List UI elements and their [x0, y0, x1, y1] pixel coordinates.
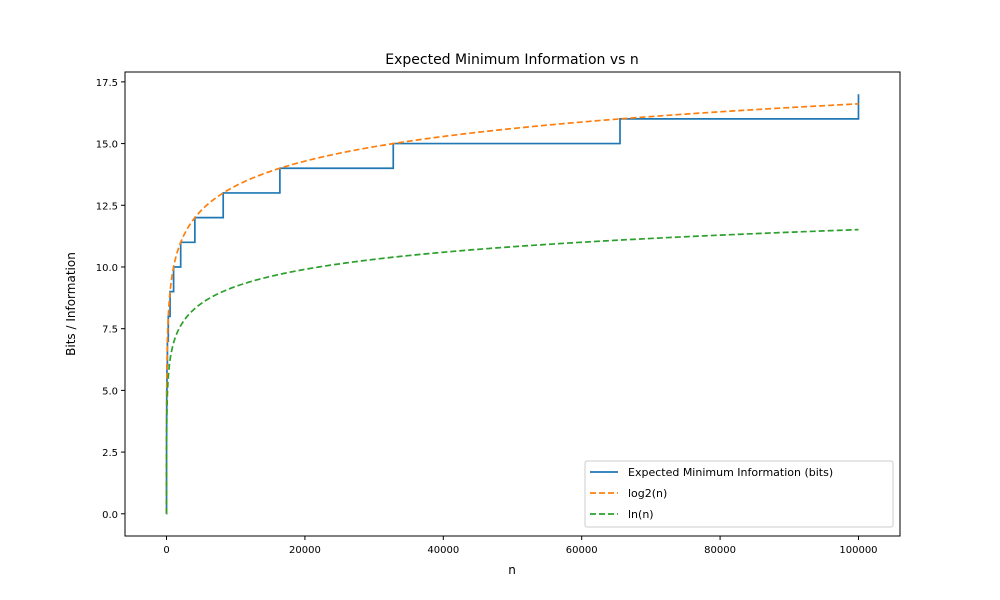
- legend: Expected Minimum Information (bits) log2…: [584, 460, 894, 528]
- x-tick-label: 80000: [704, 545, 736, 556]
- x-tick-label: 100000: [839, 545, 877, 556]
- y-tick-label: 5.0: [102, 386, 118, 397]
- legend-label-log2: log2(n): [628, 487, 667, 500]
- x-axis: 0 20000 40000 60000 80000 100000: [163, 536, 878, 556]
- legend-label-expected: Expected Minimum Information (bits): [628, 466, 833, 479]
- x-axis-label: n: [508, 563, 516, 577]
- series-ln: [165, 228, 859, 514]
- series-layer: [165, 94, 860, 515]
- y-axis: 0.0 2.5 5.0 7.5 10.0 12.5 15.0 17.5: [96, 78, 125, 521]
- plot-area: [124, 71, 901, 537]
- axes-frame: [124, 71, 901, 537]
- x-tick-label: 60000: [566, 545, 598, 556]
- x-tick-label: 20000: [289, 545, 321, 556]
- y-tick-label: 15.0: [96, 140, 118, 151]
- y-axis-label: Bits / Information: [64, 252, 78, 356]
- x-tick-label: 40000: [427, 545, 459, 556]
- y-tick-label: 17.5: [96, 78, 118, 89]
- legend-label-ln: ln(n): [628, 508, 654, 521]
- series-log2: [165, 103, 859, 514]
- chart-title: Expected Minimum Information vs n: [385, 52, 639, 68]
- y-tick-label: 0.0: [102, 510, 118, 521]
- y-tick-label: 2.5: [102, 448, 118, 459]
- y-tick-label: 10.0: [96, 263, 118, 274]
- y-tick-label: 12.5: [96, 201, 118, 212]
- axes-background: [125, 72, 900, 536]
- y-tick-label: 7.5: [102, 325, 118, 336]
- legend-box: [584, 460, 894, 528]
- x-tick-label: 0: [163, 545, 169, 556]
